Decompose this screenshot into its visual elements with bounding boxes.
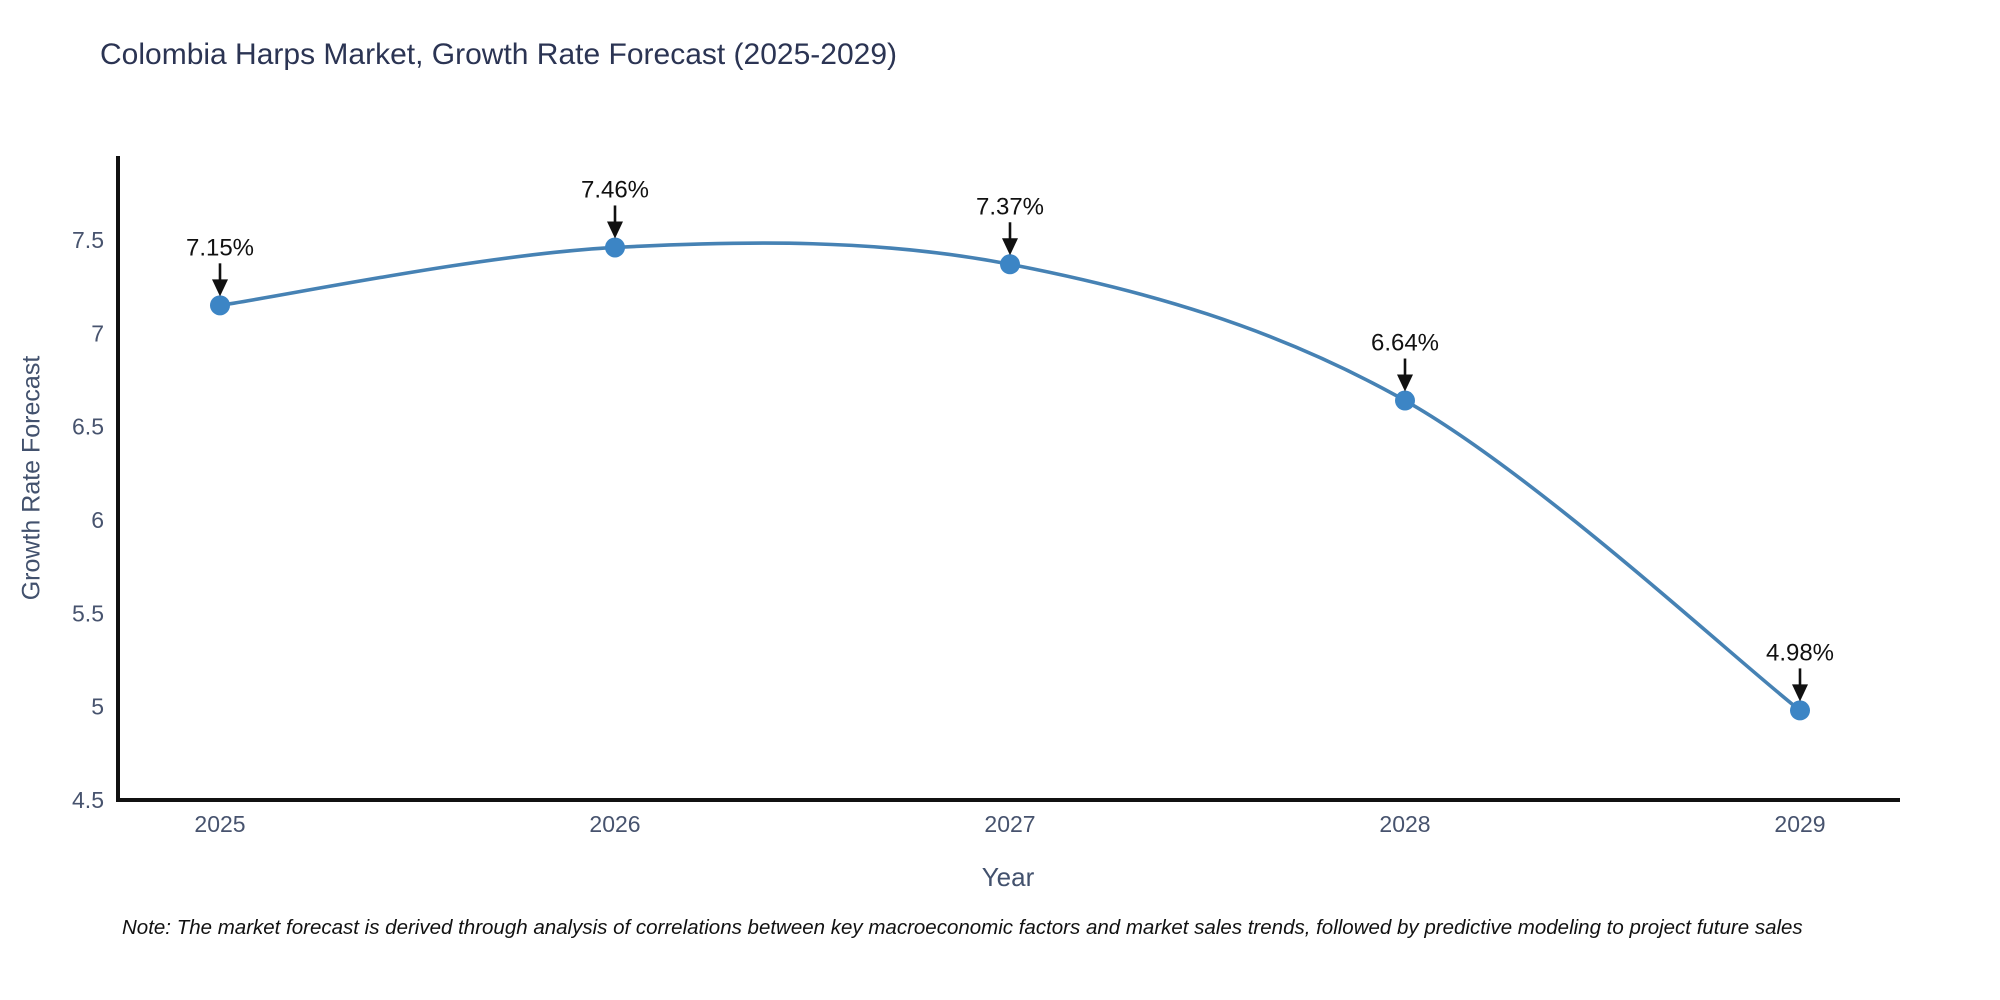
y-tick-label: 4.5 xyxy=(72,787,104,813)
annotation-arrowhead xyxy=(1397,374,1413,392)
point-annotation-label: 4.98% xyxy=(1766,639,1834,666)
x-tick-label: 2025 xyxy=(194,811,245,837)
y-tick-label: 6.5 xyxy=(72,414,104,440)
chart-title: Colombia Harps Market, Growth Rate Forec… xyxy=(100,38,897,71)
data-point-marker xyxy=(1395,390,1415,411)
point-annotation: 4.98% xyxy=(1766,639,1834,702)
annotation-arrowhead xyxy=(212,279,228,297)
x-axis-title: Year xyxy=(981,862,1035,892)
point-annotation: 6.64% xyxy=(1371,330,1439,392)
point-annotation: 7.15% xyxy=(186,234,254,297)
footnote: Note: The market forecast is derived thr… xyxy=(122,916,1803,939)
data-point-marker xyxy=(1000,254,1020,275)
data-point-marker xyxy=(1790,700,1810,721)
data-point-marker xyxy=(605,237,625,258)
annotation-arrowhead xyxy=(1002,238,1018,256)
annotation-arrowhead xyxy=(607,221,623,239)
y-tick-label: 5 xyxy=(91,694,104,720)
y-tick-label: 5.5 xyxy=(72,600,104,626)
point-annotation: 7.37% xyxy=(976,193,1044,256)
point-annotation-label: 7.46% xyxy=(581,176,649,203)
x-tick-label: 2029 xyxy=(1774,811,1825,837)
forecast-line xyxy=(218,241,1802,713)
point-annotation-label: 7.37% xyxy=(976,193,1044,220)
x-tick-label: 2026 xyxy=(589,811,640,837)
y-tick-label: 7 xyxy=(91,320,104,346)
point-annotation: 7.46% xyxy=(581,176,649,239)
annotation-arrowhead xyxy=(1792,684,1808,702)
y-tick-label: 7.5 xyxy=(72,227,104,253)
point-annotation-label: 7.15% xyxy=(186,234,254,261)
y-tick-label: 6 xyxy=(91,507,104,533)
x-tick-label: 2027 xyxy=(984,811,1035,837)
point-annotation-label: 6.64% xyxy=(1371,330,1439,357)
data-point-marker xyxy=(210,295,230,316)
x-tick-label: 2028 xyxy=(1379,811,1430,837)
